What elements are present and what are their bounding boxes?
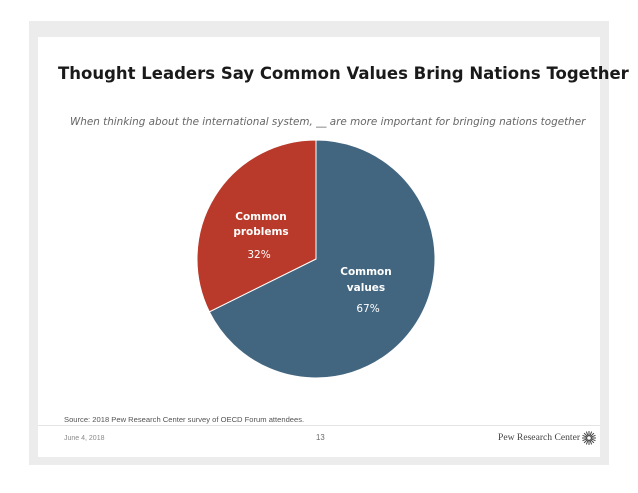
pie-slice-common-values [208, 139, 436, 379]
brand-name: Pew Research Center [498, 432, 581, 443]
sunburst-ray [585, 431, 589, 436]
slice-value-common-problems: 32% [247, 249, 270, 261]
sunburst-ray [591, 434, 596, 438]
sunburst-ray [589, 431, 593, 436]
sunburst-ray [585, 440, 589, 445]
footer-date: June 4, 2018 [64, 435, 105, 442]
slice-value-common-values: 67% [356, 303, 379, 315]
sunburst-ray [582, 434, 587, 438]
sunburst-ray [583, 439, 588, 444]
slice-label-common-problems-line1: Common [235, 211, 287, 223]
sunburst-ray [583, 432, 588, 437]
pie-slice-common-problems [196, 139, 317, 313]
sunburst-ray [589, 440, 593, 445]
sunburst-ray [591, 438, 596, 442]
sunburst-ray [590, 432, 595, 437]
sunburst-logo-icon [582, 431, 596, 445]
source-note: Source: 2018 Pew Research Center survey … [64, 415, 305, 424]
sunburst-ray [590, 439, 595, 444]
slice-label-common-values-line1: Common [340, 266, 392, 278]
chart-title: Thought Leaders Say Common Values Bring … [58, 64, 629, 83]
slice-label-common-problems-line2: problems [233, 226, 288, 238]
footer-divider [38, 425, 600, 426]
chart-subtitle: When thinking about the international sy… [70, 116, 586, 128]
sunburst-ray [582, 438, 587, 442]
slice-label-common-values-line2: values [347, 282, 385, 294]
page-number: 13 [316, 433, 325, 442]
